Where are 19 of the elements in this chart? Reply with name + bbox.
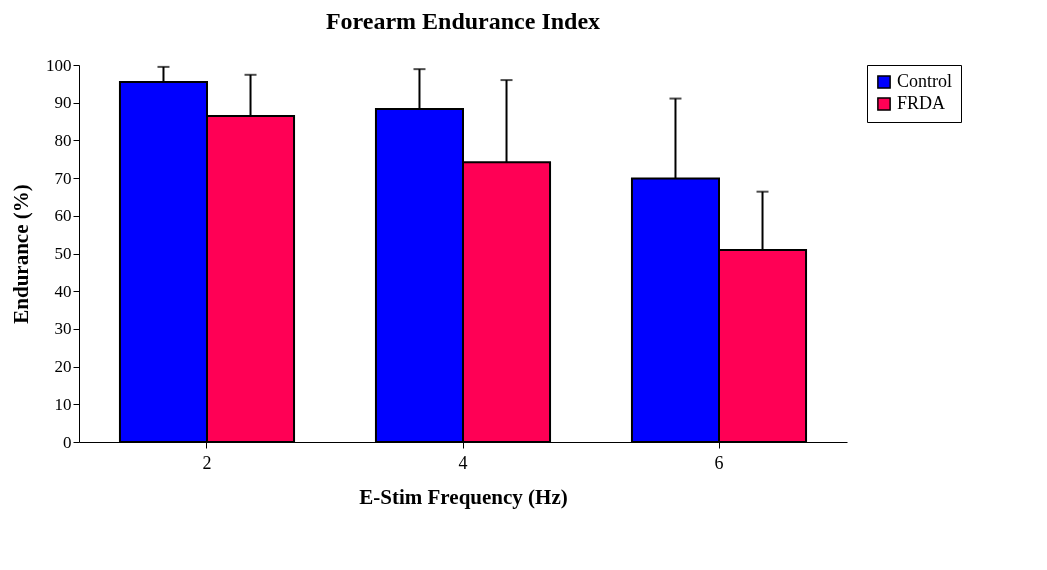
- legend-label: Control: [897, 71, 953, 91]
- y-tick-label: 10: [54, 394, 72, 414]
- y-tick-label: 70: [54, 168, 72, 188]
- legend-label: FRDA: [897, 93, 946, 113]
- y-tick-label: 80: [54, 130, 72, 150]
- x-tick-label: 4: [458, 452, 468, 473]
- y-tick-label: 60: [54, 206, 72, 226]
- chart-title: Forearm Endurance Index: [325, 8, 601, 34]
- y-tick-label: 40: [54, 281, 72, 301]
- x-tick-label: 6: [714, 452, 724, 473]
- y-axis-title: Endurance (%): [9, 184, 33, 324]
- x-axis-title: E-Stim Frequency (Hz): [359, 484, 568, 509]
- y-tick-label: 30: [54, 319, 72, 339]
- y-tick-label: 20: [54, 357, 72, 377]
- y-tick-label: 90: [54, 93, 72, 113]
- y-tick-label: 100: [46, 55, 72, 75]
- y-tick-label: 50: [54, 244, 72, 263]
- x-tick-label: 2: [202, 452, 212, 473]
- y-tick-label: 0: [63, 432, 72, 452]
